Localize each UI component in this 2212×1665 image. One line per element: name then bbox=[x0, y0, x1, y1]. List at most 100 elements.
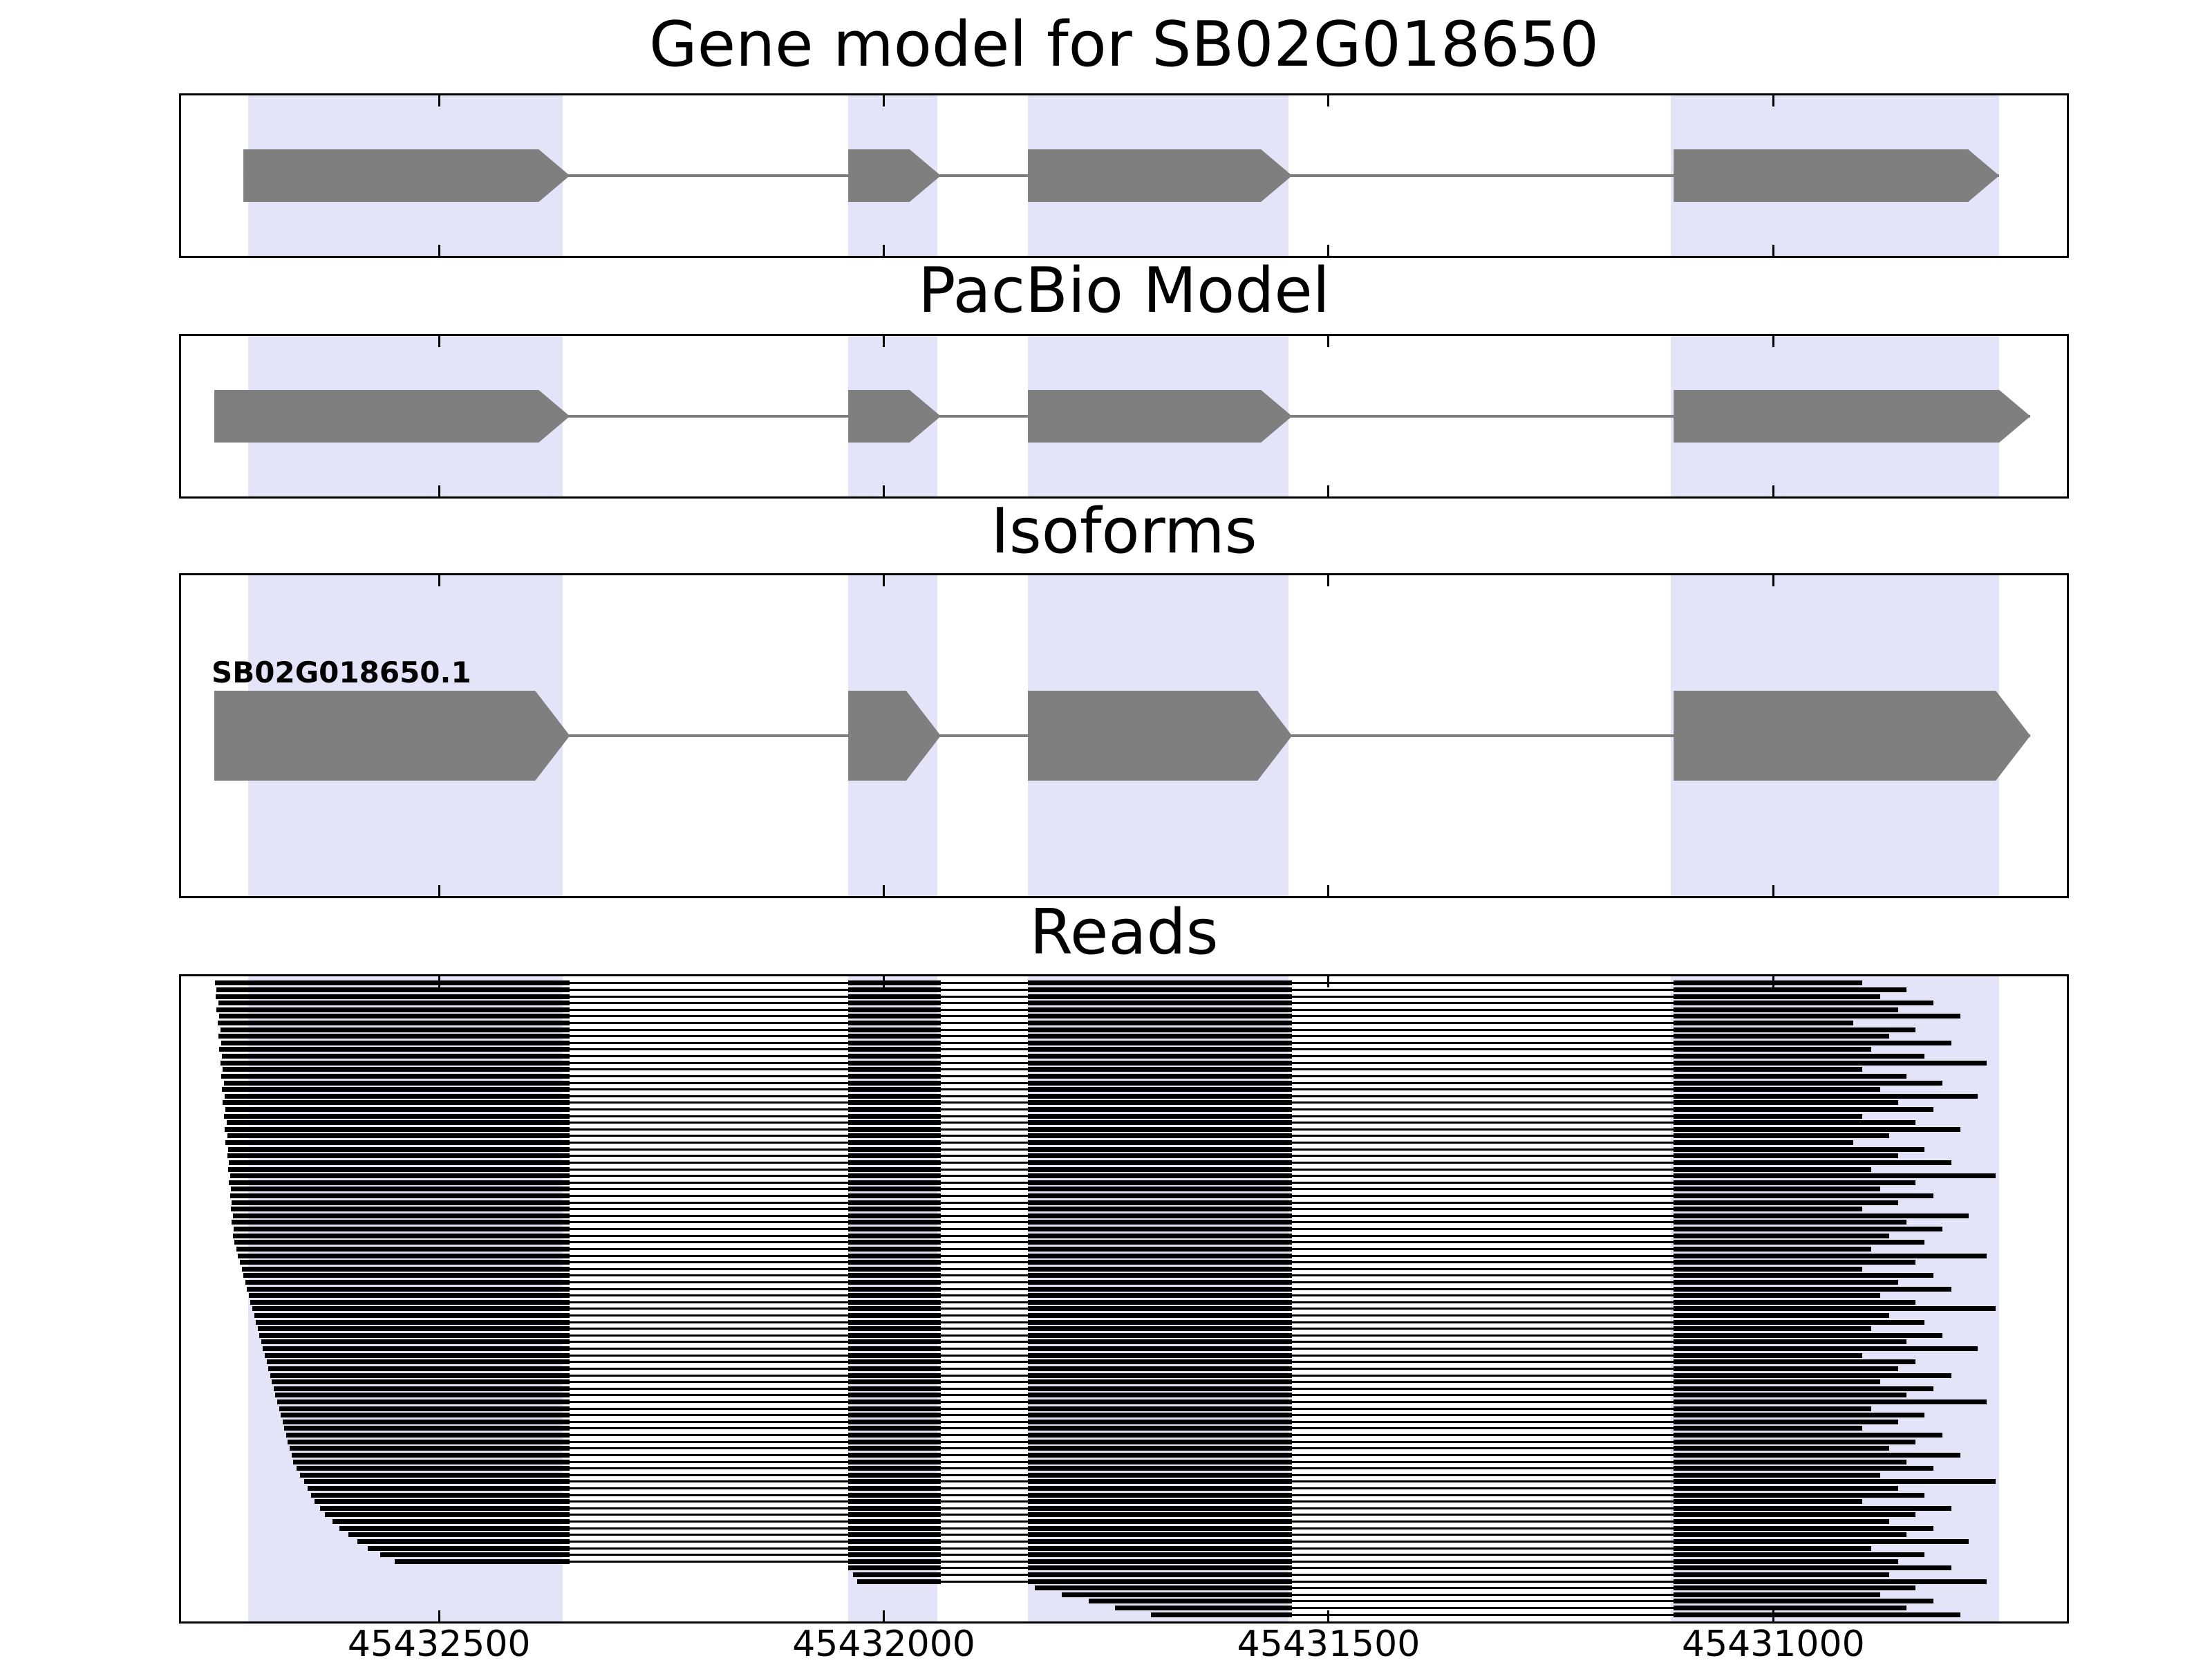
read-exon-segment bbox=[848, 1246, 941, 1252]
read-exon-segment bbox=[223, 1080, 570, 1086]
read-exon-segment bbox=[848, 1419, 941, 1424]
read-exon-segment bbox=[1674, 1446, 1889, 1451]
read-exon-segment bbox=[1674, 1332, 1942, 1338]
read-exon-segment bbox=[848, 1565, 941, 1571]
read-exon-segment bbox=[1674, 1419, 1898, 1424]
read-exon-segment bbox=[1028, 1366, 1293, 1371]
read-exon-segment bbox=[1028, 1426, 1293, 1431]
read-exon-segment bbox=[1028, 1545, 1293, 1551]
axis-tick bbox=[1772, 95, 1774, 106]
read-exon-segment bbox=[229, 1193, 570, 1198]
read-exon-segment bbox=[1028, 1359, 1293, 1365]
read-exon-segment bbox=[1674, 1253, 1987, 1258]
read-exon-segment bbox=[259, 1332, 570, 1338]
read-exon-segment bbox=[848, 1060, 941, 1066]
read-exon-segment bbox=[848, 1552, 941, 1558]
read-exon-segment bbox=[1028, 1227, 1293, 1232]
read-exon-segment bbox=[216, 987, 570, 992]
read-exon-segment bbox=[1028, 1160, 1293, 1165]
read-exon-segment bbox=[1674, 1612, 1960, 1617]
read-exon-segment bbox=[247, 1286, 570, 1292]
x-tick-label: 45431500 bbox=[1237, 1624, 1421, 1665]
axis-tick bbox=[438, 95, 440, 106]
read-exon-segment bbox=[1028, 1479, 1293, 1485]
read-exon-segment bbox=[848, 1386, 941, 1391]
read-exon-segment bbox=[848, 1346, 941, 1352]
read-exon-segment bbox=[848, 1067, 941, 1072]
pacbio-track-panel bbox=[179, 334, 2069, 499]
read-exon-segment bbox=[848, 1459, 941, 1464]
read-exon-segment bbox=[1674, 1227, 1942, 1232]
read-exon-segment bbox=[1028, 1519, 1293, 1525]
read-exon-segment bbox=[1028, 1240, 1293, 1245]
read-exon-segment bbox=[254, 1313, 570, 1319]
axis-tick bbox=[1772, 336, 1774, 347]
read-exon-segment bbox=[303, 1479, 570, 1485]
read-exon-segment bbox=[268, 1366, 570, 1371]
read-exon-segment bbox=[1028, 1273, 1293, 1278]
read-exon-segment bbox=[1115, 1606, 1293, 1611]
read-exon-segment bbox=[1674, 1585, 1916, 1591]
read-exon-segment bbox=[1028, 1047, 1293, 1052]
read-exon-segment bbox=[848, 1326, 941, 1332]
read-exon-segment bbox=[1028, 1146, 1293, 1152]
read-exon-segment bbox=[1028, 1332, 1293, 1338]
read-exon-segment bbox=[1028, 1087, 1293, 1092]
read-exon-segment bbox=[1150, 1612, 1293, 1617]
read-exon-segment bbox=[257, 1326, 570, 1332]
read-exon-segment bbox=[848, 1080, 941, 1086]
exon-arrow-block bbox=[243, 149, 570, 202]
read-exon-segment bbox=[1028, 1565, 1293, 1571]
read-exon-segment bbox=[1061, 1592, 1293, 1597]
read-exon-segment bbox=[223, 1067, 570, 1072]
read-exon-segment bbox=[1674, 1100, 1898, 1106]
read-exon-segment bbox=[1674, 1439, 1916, 1444]
read-exon-segment bbox=[228, 1166, 570, 1172]
read-exon-segment bbox=[848, 1200, 941, 1205]
read-intron-line bbox=[1035, 1587, 1916, 1590]
exon-arrow-block bbox=[1674, 390, 2030, 443]
read-exon-segment bbox=[1028, 1486, 1293, 1491]
read-exon-segment bbox=[1674, 1559, 1898, 1564]
read-exon-segment bbox=[1674, 1047, 1871, 1052]
read-exon-segment bbox=[1674, 1060, 1987, 1066]
read-exon-segment bbox=[1674, 1279, 1898, 1285]
read-exon-segment bbox=[848, 1233, 941, 1238]
read-exon-segment bbox=[1674, 1459, 1907, 1464]
read-intron-line bbox=[1088, 1600, 1933, 1603]
read-exon-segment bbox=[276, 1399, 570, 1405]
axis-tick bbox=[438, 575, 440, 586]
read-exon-segment bbox=[1028, 1126, 1293, 1132]
read-exon-segment bbox=[848, 1187, 941, 1192]
read-exon-segment bbox=[848, 1306, 941, 1312]
read-exon-segment bbox=[1028, 1352, 1293, 1358]
read-exon-segment bbox=[848, 1545, 941, 1551]
read-exon-segment bbox=[219, 1014, 570, 1019]
read-exon-segment bbox=[380, 1552, 570, 1558]
read-exon-segment bbox=[848, 1446, 941, 1451]
pacbio-model-title: PacBio Model bbox=[918, 254, 1330, 327]
read-exon-segment bbox=[218, 1001, 570, 1006]
read-exon-segment bbox=[1674, 1246, 1871, 1252]
read-exon-segment bbox=[1674, 1592, 1880, 1597]
read-exon-segment bbox=[1674, 1027, 1916, 1032]
read-exon-segment bbox=[1028, 1220, 1293, 1225]
read-exon-segment bbox=[848, 1133, 941, 1139]
read-exon-segment bbox=[291, 1452, 570, 1458]
read-exon-segment bbox=[300, 1472, 570, 1478]
read-exon-segment bbox=[848, 1486, 941, 1491]
read-exon-segment bbox=[1674, 1545, 1871, 1551]
read-exon-segment bbox=[1028, 1266, 1293, 1272]
read-exon-segment bbox=[1674, 1193, 1933, 1198]
read-exon-segment bbox=[848, 1313, 941, 1319]
read-exon-segment bbox=[848, 1240, 941, 1245]
read-exon-segment bbox=[1674, 1319, 1925, 1325]
read-exon-segment bbox=[848, 987, 941, 992]
read-exon-segment bbox=[243, 1273, 570, 1278]
read-exon-segment bbox=[368, 1545, 570, 1551]
exon-arrow-block bbox=[1674, 149, 1999, 202]
read-exon-segment bbox=[239, 1260, 570, 1265]
read-exon-segment bbox=[848, 1160, 941, 1165]
read-exon-segment bbox=[225, 1140, 570, 1146]
read-exon-segment bbox=[1674, 1579, 1987, 1584]
